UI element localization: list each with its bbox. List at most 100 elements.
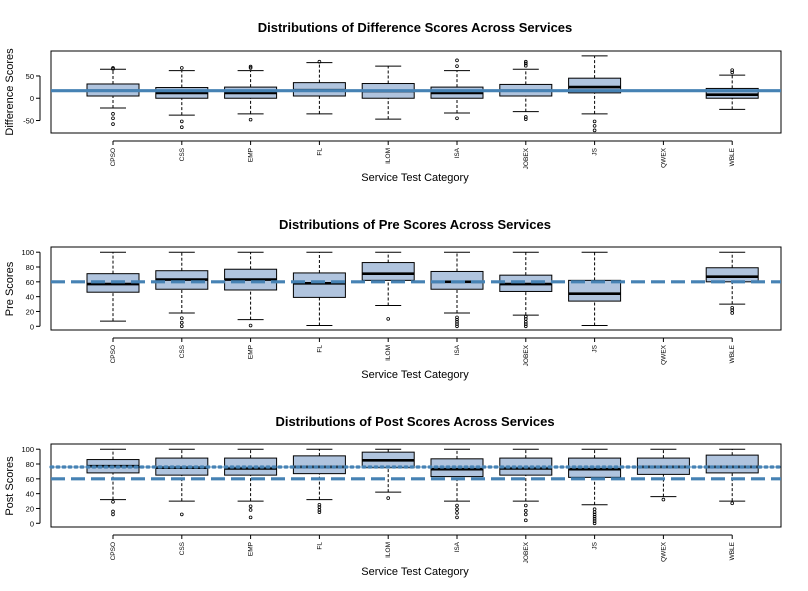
iqr-box (568, 279, 622, 302)
outlier-point (523, 115, 528, 119)
box-emp (224, 448, 278, 520)
outlier-point (592, 128, 597, 133)
outlier-point (455, 503, 459, 508)
outlier-point (180, 66, 184, 70)
y-tick-label: 100 (21, 248, 34, 257)
box-js (568, 55, 622, 133)
box-wble (705, 68, 759, 110)
difference-scores-panel: Distributions of Difference Scores Acros… (4, 20, 782, 184)
outlier-point (111, 122, 115, 126)
box-emp (224, 64, 278, 122)
outlier-point (523, 322, 528, 326)
outlier-point (317, 505, 322, 509)
outlier-point (455, 116, 459, 121)
outlier-point (523, 117, 528, 121)
y-tick-label: 20 (26, 307, 34, 316)
x-tick-label: ISA (454, 147, 461, 158)
box-ilom (361, 448, 415, 500)
iqr-box (292, 455, 346, 475)
outlier-point (592, 119, 597, 124)
outlier-point (111, 66, 115, 70)
outlier-point (455, 317, 459, 322)
outlier-point (455, 315, 459, 320)
x-tick-label: FL (316, 148, 323, 156)
x-tick-label: EMP (248, 148, 255, 162)
box-wble (705, 448, 759, 506)
outlier-point (730, 70, 734, 75)
outlier-point (111, 512, 115, 517)
box-js (568, 251, 622, 327)
y-tick-label: 50 (26, 72, 34, 81)
outlier-point (248, 66, 253, 70)
y-tick-label: 20 (26, 504, 34, 513)
outlier-point (592, 507, 597, 512)
y-tick-label: 80 (26, 263, 34, 272)
outlier-point (248, 64, 253, 69)
box-css (155, 251, 209, 329)
outlier-point (455, 322, 459, 326)
outlier-point (455, 64, 459, 68)
x-tick-label: WBLE (729, 147, 736, 166)
x-tick-label: ISA (454, 344, 461, 355)
outlier-point (523, 512, 528, 517)
outlier-point (180, 512, 184, 517)
box-cpso (86, 251, 140, 322)
outlier-point (248, 504, 253, 509)
y-tick-label: 60 (26, 475, 34, 484)
y-axis-label: Difference Scores (4, 48, 16, 136)
box-jobex (499, 448, 553, 523)
iqr-box (705, 454, 759, 474)
x-tick-label: QWEX (660, 147, 667, 168)
box-jobex (499, 251, 553, 329)
iqr-box (705, 267, 759, 283)
outlier-point (523, 518, 528, 523)
iqr-box (430, 458, 484, 478)
outlier-point (523, 61, 528, 66)
y-tick-label: 80 (26, 460, 34, 469)
outlier-point (248, 515, 253, 520)
box-isa (430, 58, 484, 121)
plot-frame (50, 246, 782, 331)
y-tick-label: 40 (26, 293, 34, 302)
box-ilom (361, 65, 415, 120)
x-tick-label: ILOM (385, 345, 392, 361)
y-tick-label: -50 (23, 117, 34, 126)
outlier-point (730, 305, 734, 310)
x-tick-label: ILOM (385, 148, 392, 164)
box-ilom (361, 251, 415, 321)
outlier-point (455, 511, 459, 515)
x-axis-label: Service Test Category (361, 566, 469, 578)
iqr-box (361, 262, 415, 281)
box-fl (292, 448, 346, 514)
box-fl (292, 251, 346, 327)
x-tick-label: CPSO (110, 345, 117, 363)
outlier-point (180, 125, 184, 130)
post-scores-panel: Distributions of Post Scores Across Serv… (4, 414, 783, 578)
outlier-point (111, 112, 115, 116)
x-tick-label: JS (592, 344, 599, 352)
outlier-point (386, 317, 391, 321)
x-tick-label: QWEX (660, 344, 667, 365)
outlier-point (455, 515, 459, 520)
outlier-point (592, 521, 597, 526)
x-tick-label: JOBEX (523, 344, 530, 366)
outlier-point (455, 324, 459, 329)
iqr-box (705, 87, 759, 99)
outlier-point (592, 514, 597, 519)
chart-title: Distributions of Pre Scores Across Servi… (279, 217, 551, 232)
plot-frame (50, 443, 782, 528)
outlier-point (180, 320, 184, 325)
pre-scores-panel: Distributions of Pre Scores Across Servi… (4, 217, 782, 381)
outlier-point (523, 317, 528, 321)
outlier-point (111, 500, 115, 504)
outlier-point (523, 314, 528, 319)
box-js (568, 448, 622, 526)
box-fl (292, 59, 346, 115)
outlier-point (248, 508, 253, 512)
x-tick-label: ISA (454, 541, 461, 552)
y-tick-label: 40 (26, 490, 34, 499)
outlier-point (111, 116, 115, 121)
outlier-point (523, 324, 528, 329)
box-isa (430, 251, 484, 329)
